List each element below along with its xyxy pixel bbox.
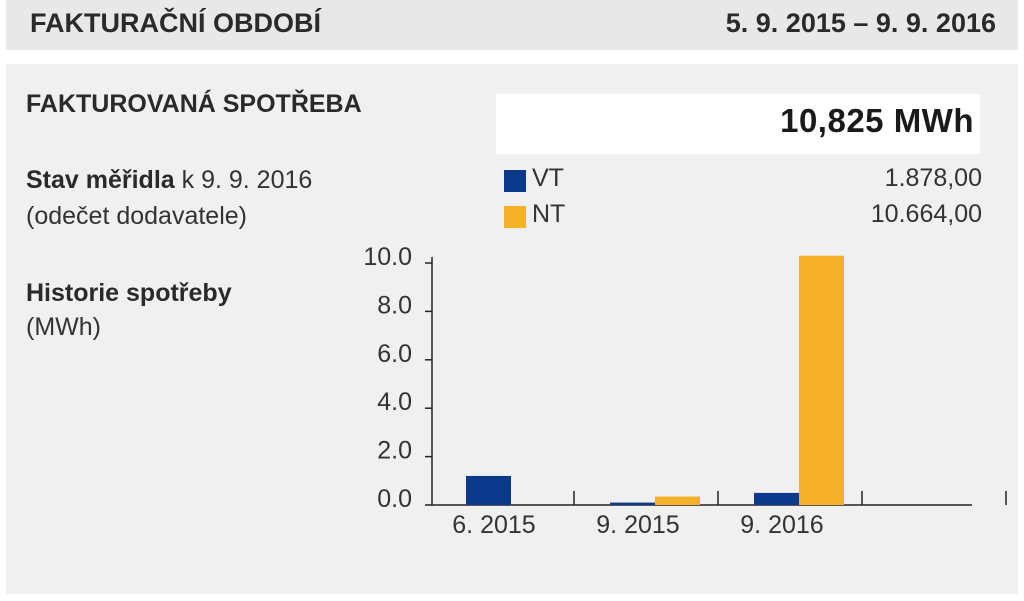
bar-vt: [754, 492, 799, 505]
meter-state-date: k 9. 9. 2016: [174, 166, 313, 194]
bar-vt: [610, 502, 655, 505]
history-block: Historie spotřeby (MWh): [26, 276, 232, 344]
x-category-label: 6. 2015: [452, 511, 535, 539]
x-category-label: 9. 2016: [740, 511, 823, 539]
history-title: Historie spotřeby: [26, 279, 232, 307]
consumption-title: FAKTUROVANÁ SPOTŘEBA: [26, 90, 362, 118]
meter-note: (odečet dodavatele): [26, 202, 247, 230]
billing-period-header: FAKTURAČNÍ OBDOBÍ 5. 9. 2015 – 9. 9. 201…: [6, 0, 1018, 50]
y-tick-label: 6.0: [377, 340, 412, 368]
bar-nt: [799, 255, 844, 505]
nt-label: NT: [532, 200, 566, 228]
vt-value: 1.878,00: [884, 164, 982, 192]
meter-state-label: Stav měřidla: [26, 166, 175, 194]
meter-reading-block: Stav měřidla k 9. 9. 2016 (odečet dodava…: [26, 162, 312, 234]
bar-nt: [655, 496, 700, 505]
total-consumption-box: 10,825 MWh: [496, 94, 980, 154]
history-unit: (MWh): [26, 313, 101, 341]
bar-vt: [466, 475, 511, 505]
nt-value: 10.664,00: [870, 200, 982, 228]
total-consumption-value: 10,825 MWh: [780, 102, 974, 139]
billing-period-range: 5. 9. 2015 – 9. 9. 2016: [725, 8, 996, 38]
billing-period-label: FAKTURAČNÍ OBDOBÍ: [30, 8, 321, 38]
nt-swatch: [504, 206, 526, 228]
vt-swatch: [504, 170, 526, 192]
y-tick-label: 2.0: [377, 437, 412, 465]
y-tick-label: 8.0: [377, 291, 412, 319]
y-tick-label: 4.0: [377, 388, 412, 416]
y-tick-label: 10.0: [363, 243, 412, 271]
meter-state-line: Stav měřidla k 9. 9. 2016: [26, 162, 312, 198]
x-category-label: 9. 2015: [596, 511, 679, 539]
vt-label: VT: [532, 164, 564, 192]
y-tick-label: 0.0: [377, 485, 412, 513]
